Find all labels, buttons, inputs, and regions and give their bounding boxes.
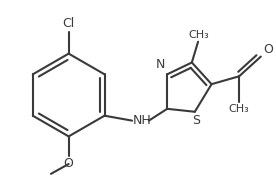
- Text: N: N: [156, 58, 165, 71]
- Text: CH₃: CH₃: [229, 104, 250, 114]
- Text: CH₃: CH₃: [189, 30, 209, 40]
- Text: O: O: [263, 43, 273, 56]
- Text: NH: NH: [133, 114, 152, 127]
- Text: Cl: Cl: [63, 17, 75, 30]
- Text: S: S: [192, 114, 200, 127]
- Text: O: O: [64, 157, 74, 170]
